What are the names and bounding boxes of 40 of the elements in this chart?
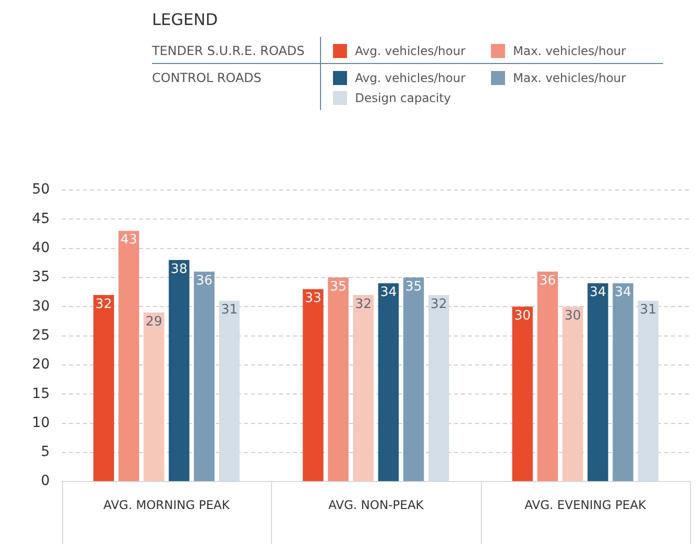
legend-label: Design capacity xyxy=(355,91,451,105)
text: TENDER S.U.R.E. ROADS xyxy=(152,42,306,60)
data-label: 32 xyxy=(355,296,372,312)
data-label: 32 xyxy=(95,296,112,312)
y-tick-label: 50 xyxy=(32,182,50,198)
data-label: 30 xyxy=(564,308,582,324)
text: CONTROL ROADS xyxy=(152,69,262,87)
y-tick-label: 30 xyxy=(32,298,50,314)
data-label: 29 xyxy=(146,314,162,330)
data-label: 30 xyxy=(514,308,531,324)
data-label: 36 xyxy=(196,274,212,289)
data-label: 43 xyxy=(120,232,138,248)
legend-label: Avg. vehicles/hour xyxy=(355,71,466,85)
x-tick-label: AVG. MORNING PEAK xyxy=(103,498,231,512)
data-label: 34 xyxy=(380,285,397,300)
data-label: 31 xyxy=(221,302,238,318)
data-label: 32 xyxy=(430,296,447,312)
data-label: 31 xyxy=(640,302,656,318)
y-tick-label: 5 xyxy=(40,444,50,460)
y-tick-label: 10 xyxy=(32,414,50,431)
y-tick-label: 35 xyxy=(32,269,50,286)
legend-label: Max. vehicles/hour xyxy=(513,44,626,58)
legend-label: Max. vehicles/hour xyxy=(513,71,626,85)
x-tick-label: AVG. EVENING PEAK xyxy=(524,498,648,512)
y-tick-label: 45 xyxy=(32,210,50,227)
y-tick-label: 0 xyxy=(40,473,50,490)
data-label: 34 xyxy=(590,285,606,300)
data-label: 35 xyxy=(405,279,422,294)
y-tick-label: 15 xyxy=(32,386,50,402)
data-label: 33 xyxy=(304,291,322,306)
legend-label: Avg. vehicles/hour xyxy=(355,44,466,58)
x-tick-label: AVG. NON-PEAK xyxy=(328,498,425,512)
legend-title: LEGEND xyxy=(152,10,219,29)
y-tick-label: 40 xyxy=(32,240,50,256)
y-tick-label: 25 xyxy=(32,327,50,344)
data-label: 38 xyxy=(170,262,188,277)
y-tick-label: 20 xyxy=(32,356,50,373)
data-label: 34 xyxy=(614,285,632,300)
data-label: 36 xyxy=(539,274,556,289)
data-label: 35 xyxy=(330,279,346,294)
